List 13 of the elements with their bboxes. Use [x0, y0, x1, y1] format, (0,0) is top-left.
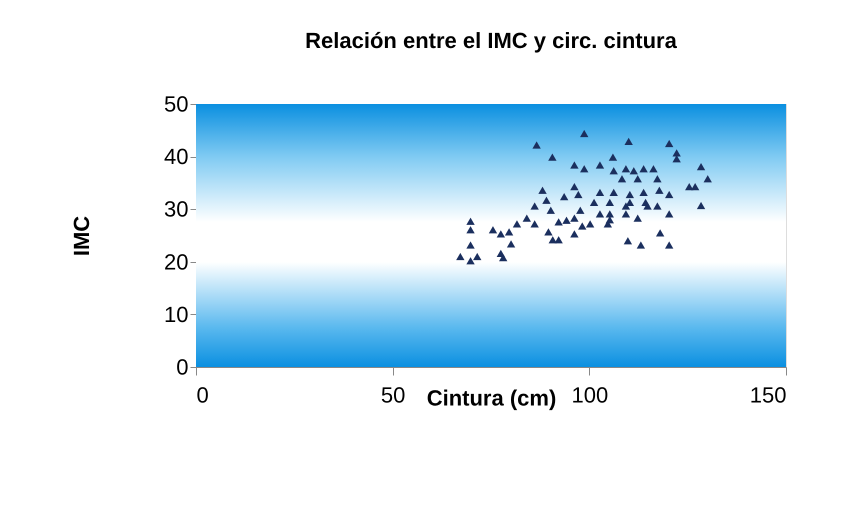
x-axis-title: Cintura (cm)	[426, 386, 556, 410]
y-tick-label: 30	[164, 196, 188, 222]
y-tick-label: 10	[164, 302, 188, 327]
y-tick-label: 0	[176, 354, 188, 380]
x-tick-label: 100	[571, 382, 608, 408]
y-tick-label: 20	[164, 249, 188, 274]
y-tick-label: 40	[164, 144, 188, 170]
y-tick-label: 50	[164, 92, 188, 116]
chart-title: Relación entre el IMC y circ. cintura	[305, 28, 678, 53]
y-axis-title: IMC	[69, 216, 94, 256]
x-tick-label: 0	[196, 382, 209, 408]
x-tick-label: 50	[380, 382, 406, 408]
x-tick-label: 150	[750, 382, 786, 408]
